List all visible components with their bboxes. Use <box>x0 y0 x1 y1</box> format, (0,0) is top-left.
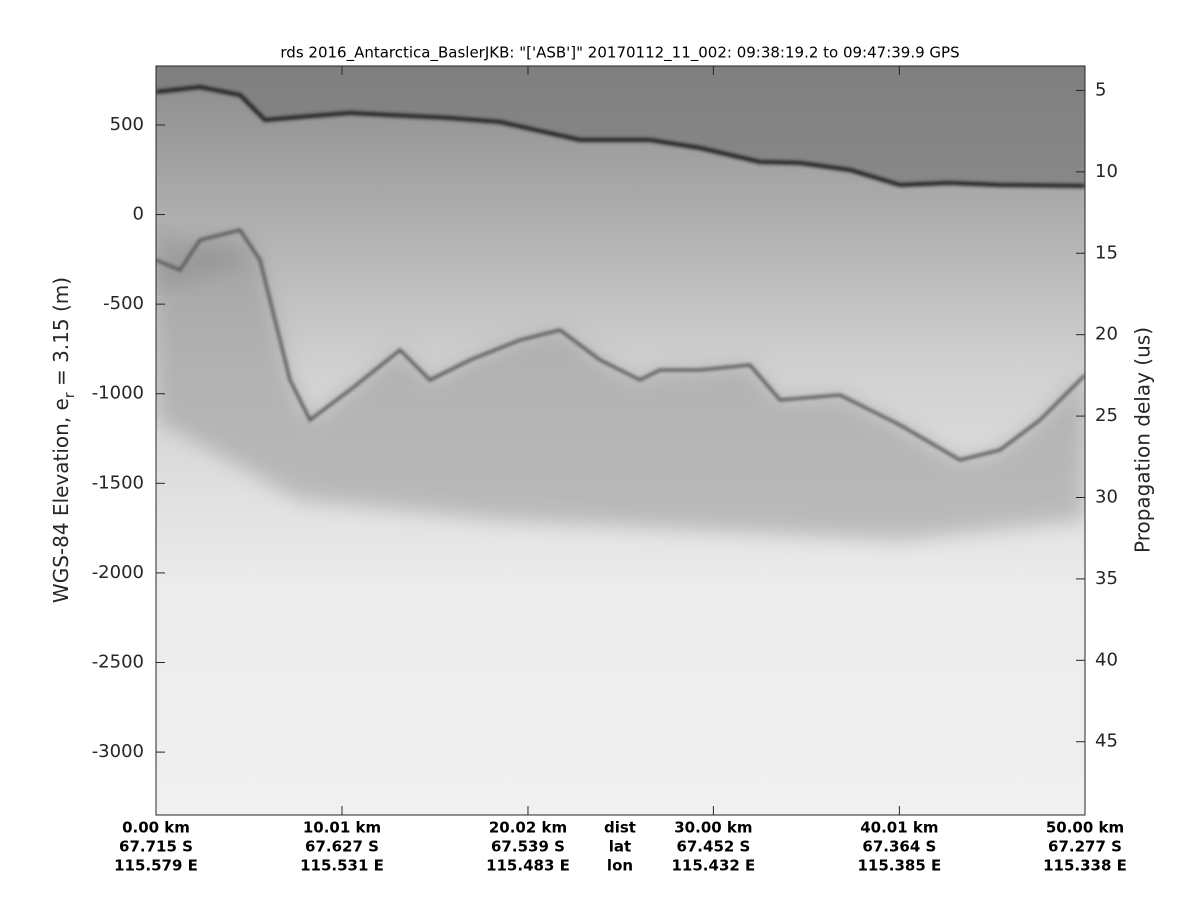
x-tick-label: 0.00 km <box>122 819 190 837</box>
lon-label: 115.338 E <box>1043 857 1127 875</box>
y-tick-label: -1000 <box>92 383 144 404</box>
y2-tick-label: 5 <box>1095 79 1106 100</box>
y2-tick-label: 25 <box>1095 405 1118 426</box>
lat-label: 67.715 S <box>119 838 193 856</box>
row-header: lon <box>607 857 633 875</box>
y2-tick-label: 35 <box>1095 568 1118 589</box>
lat-label: 67.539 S <box>491 838 565 856</box>
lat-label: 67.452 S <box>676 838 750 856</box>
x-tick-label: 30.00 km <box>674 819 752 837</box>
y2-tick-label: 20 <box>1095 324 1118 345</box>
lon-label: 115.531 E <box>300 857 384 875</box>
row-header: lat <box>609 838 631 856</box>
x-tick-label: 10.01 km <box>303 819 381 837</box>
x-tick-label: 20.02 km <box>489 819 567 837</box>
echogram-image <box>156 66 1085 815</box>
y-label-part: r <box>62 392 78 398</box>
y-label-part: = 3.15 (m) <box>49 277 73 392</box>
y2-tick-label: 40 <box>1095 649 1118 670</box>
lat-label: 67.627 S <box>305 838 379 856</box>
y2-tick-label: 30 <box>1095 486 1118 507</box>
row-header: dist <box>604 819 636 837</box>
x-tick-label: 50.00 km <box>1046 819 1124 837</box>
lon-label: 115.432 E <box>672 857 756 875</box>
y-tick-label: 0 <box>133 204 144 225</box>
y-label-part: WGS-84 Elevation, e <box>49 398 73 603</box>
lat-label: 67.277 S <box>1048 838 1122 856</box>
y-tick-label: -3000 <box>92 741 144 762</box>
y2-tick-label: 10 <box>1095 161 1118 182</box>
plot-frame <box>155 65 1086 816</box>
y-tick-label: 500 <box>110 114 144 135</box>
y2-tick-label: 15 <box>1095 242 1118 263</box>
lon-label: 115.385 E <box>857 857 941 875</box>
chart-title: rds 2016_Antarctica_BaslerJKB: "['ASB']"… <box>280 44 959 63</box>
y2-tick-label: 45 <box>1095 731 1118 752</box>
lon-label: 115.579 E <box>114 857 198 875</box>
y-tick-label: -2500 <box>92 652 144 673</box>
y-tick-label: -2000 <box>92 562 144 583</box>
y2-axis-label: Propagation delay (us) <box>1131 327 1155 553</box>
lat-label: 67.364 S <box>862 838 936 856</box>
lon-label: 115.483 E <box>486 857 570 875</box>
x-tick-label: 40.01 km <box>860 819 938 837</box>
y-axis-label: WGS-84 Elevation, er = 3.15 (m) <box>49 277 79 603</box>
y-tick-label: -1500 <box>92 472 144 493</box>
y-tick-label: -500 <box>103 293 144 314</box>
